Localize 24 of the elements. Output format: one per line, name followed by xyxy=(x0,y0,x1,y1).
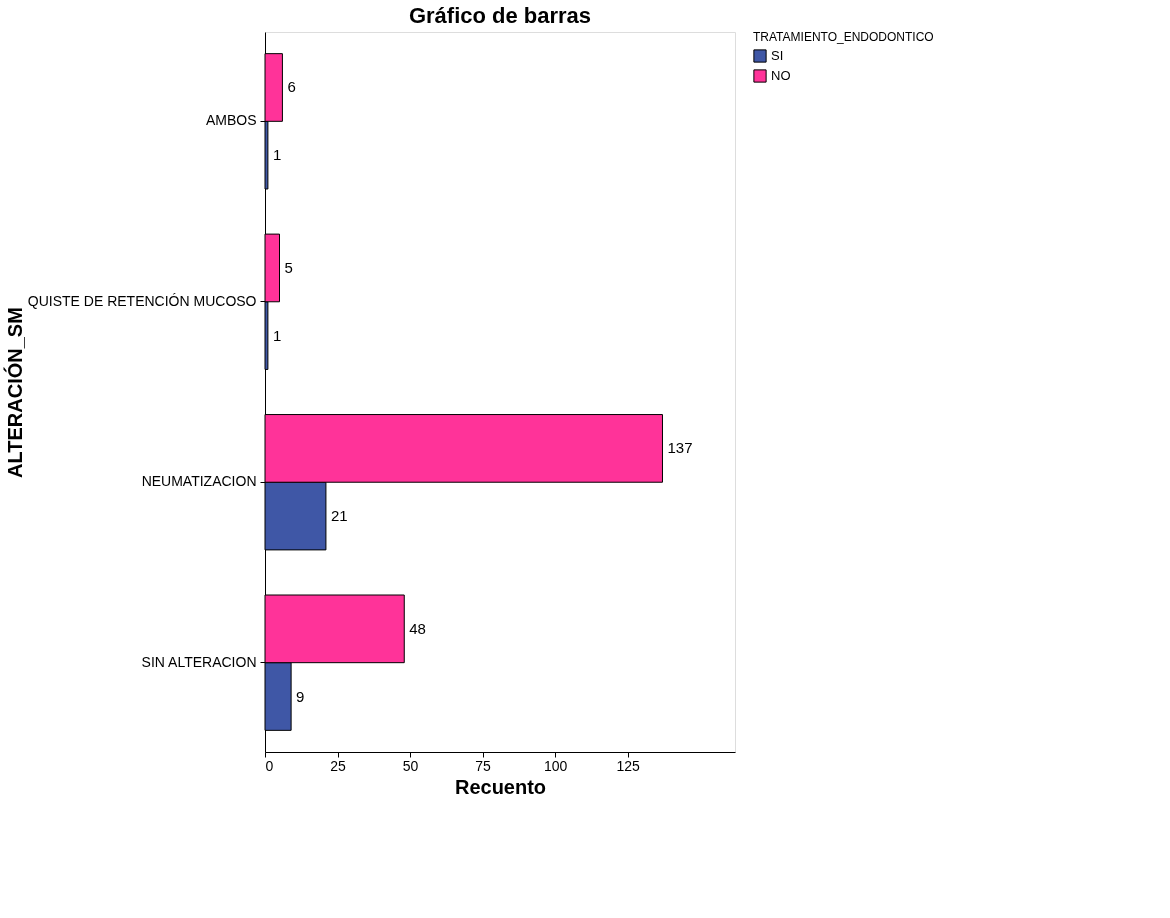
y-tick-label: AMBOS xyxy=(205,112,257,129)
legend-label: SI xyxy=(771,48,784,63)
data-label: 1 xyxy=(272,146,282,164)
data-label: 9 xyxy=(296,687,305,705)
data-label: 6 xyxy=(287,78,296,96)
x-axis-title: Recuento xyxy=(454,775,547,798)
legend-title: TRATAMIENTO_ENDODONTICO xyxy=(753,30,934,44)
x-tick-label: 0 xyxy=(265,757,274,774)
x-tick-label: 125 xyxy=(616,757,641,774)
x-tick-label: 100 xyxy=(543,757,568,774)
chart-title: Gráfico de barras xyxy=(408,3,592,28)
y-tick-label: NEUMATIZACION xyxy=(141,473,257,490)
legend-label: NO xyxy=(771,68,791,83)
y-axis-title: ALTERACIÓN_SM xyxy=(2,307,26,478)
data-label: 1 xyxy=(272,326,282,344)
y-tick-label: QUISTE DE RETENCIÓN MUCOSO xyxy=(27,292,257,309)
data-label: 137 xyxy=(667,439,693,457)
y-tick-label: SIN ALTERACION xyxy=(141,653,257,670)
x-tick-label: 25 xyxy=(330,757,347,774)
data-label: 5 xyxy=(284,258,293,276)
data-label: 48 xyxy=(409,619,426,637)
data-label: 21 xyxy=(330,507,348,525)
x-tick-label: 50 xyxy=(402,757,419,774)
x-tick-label: 75 xyxy=(475,757,492,774)
